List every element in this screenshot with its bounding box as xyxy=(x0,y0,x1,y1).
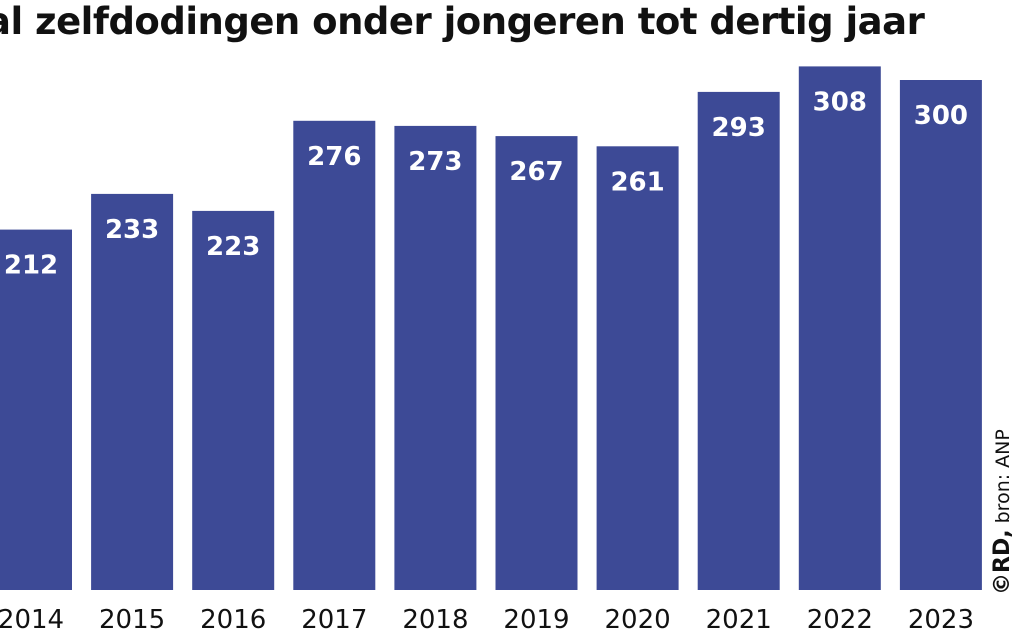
x-tick-label: 2021 xyxy=(706,605,772,635)
bar-value-label: 300 xyxy=(914,101,968,131)
x-tick-labels-group: 2014 2015 2016 2017 2018 2019 2020 2021 2022 2023 xyxy=(0,605,974,635)
credit-brand: ©RD, xyxy=(990,529,1015,595)
x-tick-label: 2014 xyxy=(0,605,64,635)
bar-2023 xyxy=(899,80,982,590)
bar-2022 xyxy=(798,66,881,590)
bar-2015 xyxy=(91,193,174,590)
credit-line: ©RD, bron: ANP xyxy=(990,429,1015,595)
bar-value-label: 293 xyxy=(712,113,766,143)
bar-2014 xyxy=(0,229,72,590)
bar-value-label: 223 xyxy=(206,232,260,262)
x-tick-label: 2018 xyxy=(402,605,468,635)
bar-value-label: 233 xyxy=(105,215,159,245)
bar-2017 xyxy=(293,120,376,591)
x-tick-label: 2020 xyxy=(605,605,671,635)
x-tick-label: 2019 xyxy=(503,605,569,635)
x-tick-label: 2022 xyxy=(807,605,873,635)
bar-value-label: 212 xyxy=(4,251,58,281)
x-tick-label: 2017 xyxy=(301,605,367,635)
bar-value-label: 273 xyxy=(408,147,462,177)
bar-2021 xyxy=(697,91,780,591)
bar-value-label: 267 xyxy=(509,157,563,187)
bar-value-label: 261 xyxy=(610,167,664,197)
bars-group xyxy=(0,66,982,591)
bar-2016 xyxy=(192,210,275,590)
bar-2020 xyxy=(596,146,679,591)
bar-value-label: 276 xyxy=(307,142,361,172)
bar-2019 xyxy=(495,136,578,590)
x-tick-label: 2023 xyxy=(908,605,974,635)
x-tick-label: 2015 xyxy=(99,605,165,635)
credit-source: bron: ANP xyxy=(992,429,1014,524)
x-tick-label: 2016 xyxy=(200,605,266,635)
chart-title: al zelfdodingen onder jongeren tot derti… xyxy=(0,0,925,43)
bar-labels-group: 212 233 223 276 273 267 261 293 308 300 xyxy=(4,87,968,280)
bar-value-label: 308 xyxy=(813,87,867,117)
bar-2018 xyxy=(394,125,477,591)
